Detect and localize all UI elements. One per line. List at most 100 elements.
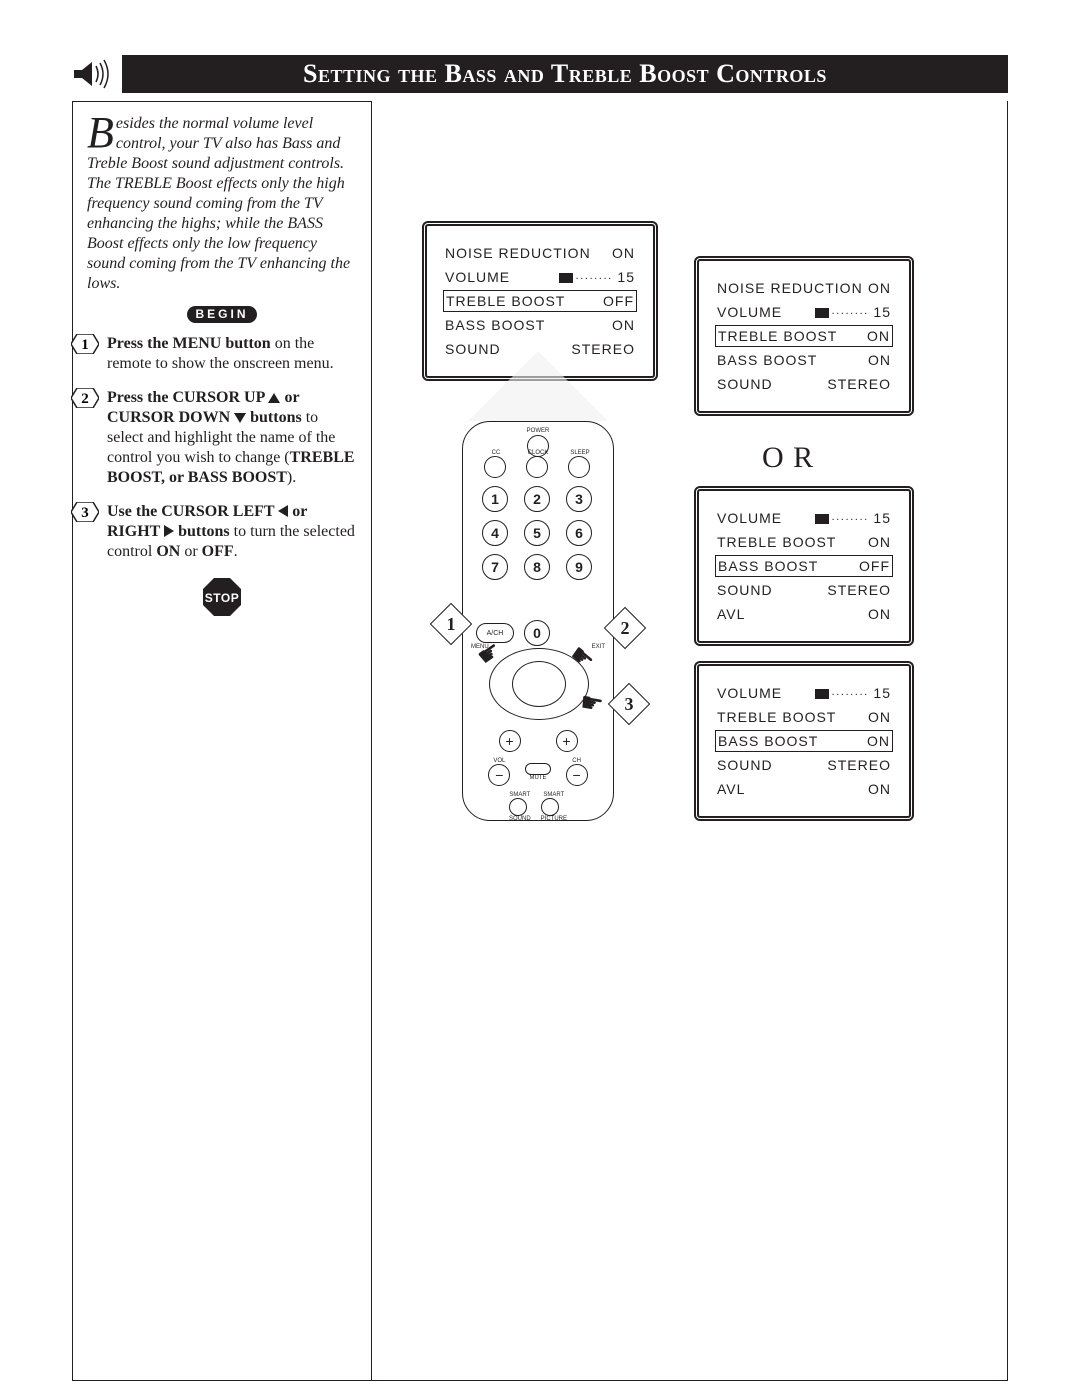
button-label: CLOCK: [526, 450, 550, 456]
smart-sound-button[interactable]: [509, 798, 527, 816]
svg-text:3: 3: [81, 505, 89, 521]
osd-value: STEREO: [827, 376, 891, 392]
speaker-sound-icon: [72, 56, 112, 92]
osd-value: ON: [867, 733, 890, 749]
osd-label: BASS BOOST: [718, 558, 818, 574]
sound-label: SOUND: [509, 816, 531, 822]
header-row: Setting the Bass and Treble Boost Contro…: [72, 55, 1008, 93]
osd-label: AVL: [717, 781, 745, 797]
osd-row: TREBLE BOOST ON: [715, 706, 893, 728]
picture-label: PICTURE: [541, 816, 567, 822]
digit-3-button[interactable]: 3: [566, 486, 592, 512]
osd-value: ON: [868, 534, 891, 550]
mute-button[interactable]: [525, 763, 551, 775]
digit-4-button[interactable]: 4: [482, 520, 508, 546]
osd-value: ON: [868, 781, 891, 797]
smart-sound-label: SMART: [509, 792, 531, 798]
digit-1-button[interactable]: 1: [482, 486, 508, 512]
step-number-icon: 3: [71, 502, 99, 522]
vol-down-button[interactable]: −: [488, 764, 510, 786]
begin-badge: BEGIN: [87, 304, 357, 324]
digit-9-button[interactable]: 9: [566, 554, 592, 580]
osd-label: TREBLE BOOST: [718, 328, 837, 344]
osd-value: ON: [868, 280, 891, 296]
volume-scale-icon: ········: [831, 307, 868, 319]
svg-text:2: 2: [81, 391, 89, 407]
osd-label: SOUND: [717, 582, 773, 598]
osd-value: ON: [868, 606, 891, 622]
intro-body: esides the normal volume level control, …: [87, 115, 350, 292]
osd-row: SOUNDSTEREO: [715, 373, 893, 395]
illustration-panel: NOISE REDUCTIONONVOLUME········ 15TREBLE…: [372, 101, 1008, 1381]
stop-icon: STOP: [201, 576, 243, 618]
osd-label: VOLUME: [717, 685, 782, 701]
osd-value: ON: [868, 352, 891, 368]
smart-picture-button[interactable]: [541, 798, 559, 816]
volume-value: 15: [869, 685, 891, 701]
volume-scale-icon: ········: [831, 513, 868, 525]
digit-6-button[interactable]: 6: [566, 520, 592, 546]
stop-badge: STOP: [87, 576, 357, 624]
osd-label: TREBLE BOOST: [717, 534, 836, 550]
remote-body: POWERCCCLOCKSLEEP123456789A/CH0MENUEXIT+…: [462, 421, 614, 821]
osd-row: BASS BOOSTON: [443, 314, 637, 336]
power-label: POWER: [463, 428, 613, 434]
osd-row: NOISE REDUCTION ON: [715, 277, 893, 299]
begin-label: BEGIN: [187, 306, 256, 323]
osd-label: NOISE REDUCTION: [717, 280, 863, 296]
or-separator: O R: [762, 441, 814, 475]
svg-text:STOP: STOP: [205, 591, 239, 605]
ir-beam-icon: [468, 351, 608, 421]
vol-up-button[interactable]: +: [499, 730, 521, 752]
digit-5-button[interactable]: 5: [524, 520, 550, 546]
osd-row: SOUNDSTEREO: [715, 579, 893, 601]
digit-0-button[interactable]: 0: [524, 620, 550, 646]
callout-number: 3: [625, 694, 634, 715]
osd-row: VOLUME ········ 15: [715, 507, 893, 529]
osd-row: BASS BOOST ON: [715, 730, 893, 752]
volume-bar-icon: [559, 273, 573, 283]
remote-control: POWERCCCLOCKSLEEP123456789A/CH0MENUEXIT+…: [462, 421, 614, 821]
instructions-panel: Besides the normal volume level control,…: [72, 101, 372, 1381]
dropcap: B: [87, 114, 116, 150]
osd-label: VOLUME: [717, 510, 782, 526]
volume-bar-icon: [815, 689, 829, 699]
step-2-text: Press the CURSOR UP or CURSOR DOWN butto…: [107, 389, 355, 486]
osd-value: ········ 15: [815, 304, 891, 320]
ch-up-button[interactable]: +: [556, 730, 578, 752]
osd-row: VOLUME········ 15: [443, 266, 637, 288]
volume-value: 15: [869, 510, 891, 526]
sleep-button[interactable]: [568, 456, 590, 478]
button-label: SLEEP: [568, 450, 592, 456]
cursor-left-icon: [278, 505, 288, 517]
osd-value: OFF: [603, 293, 634, 309]
callout-1: 1: [436, 609, 472, 639]
intro-text: Besides the normal volume level control,…: [87, 114, 357, 294]
osd-value: ········ 15: [815, 510, 891, 526]
clock-button[interactable]: [526, 456, 548, 478]
cursor-right-icon: [164, 525, 174, 537]
osd-screen: VOLUME ········ 15 TREBLE BOOST ON BASS BOOS…: [694, 486, 914, 646]
osd-label: BASS BOOST: [718, 733, 818, 749]
osd-label: TREBLE BOOST: [717, 709, 836, 725]
osd-label: SOUND: [717, 757, 773, 773]
osd-value: ON: [868, 709, 891, 725]
digit-2-button[interactable]: 2: [524, 486, 550, 512]
osd-label: TREBLE BOOST: [446, 293, 565, 309]
page-title: Setting the Bass and Treble Boost Contro…: [122, 55, 1008, 93]
osd-row: TREBLE BOOST OFF: [443, 290, 637, 312]
osd-label: VOLUME: [445, 269, 510, 285]
callout-2: 2: [610, 613, 646, 643]
osd-row: AVL ON: [715, 778, 893, 800]
osd-label: VOLUME: [717, 304, 782, 320]
vol-label: VOL: [488, 758, 510, 764]
step-1-text: Press the MENU button on the remote to s…: [107, 335, 334, 372]
svg-text:1: 1: [81, 337, 89, 353]
osd-screen: VOLUME········ 15TREBLE BOOSTONBASS BOOS…: [694, 661, 914, 821]
digit-7-button[interactable]: 7: [482, 554, 508, 580]
ch-down-button[interactable]: −: [566, 764, 588, 786]
digit-8-button[interactable]: 8: [524, 554, 550, 580]
osd-value: ON: [612, 317, 635, 333]
step-2: 2 Press the CURSOR UP or CURSOR DOWN but…: [87, 388, 357, 488]
cc-button[interactable]: [484, 456, 506, 478]
